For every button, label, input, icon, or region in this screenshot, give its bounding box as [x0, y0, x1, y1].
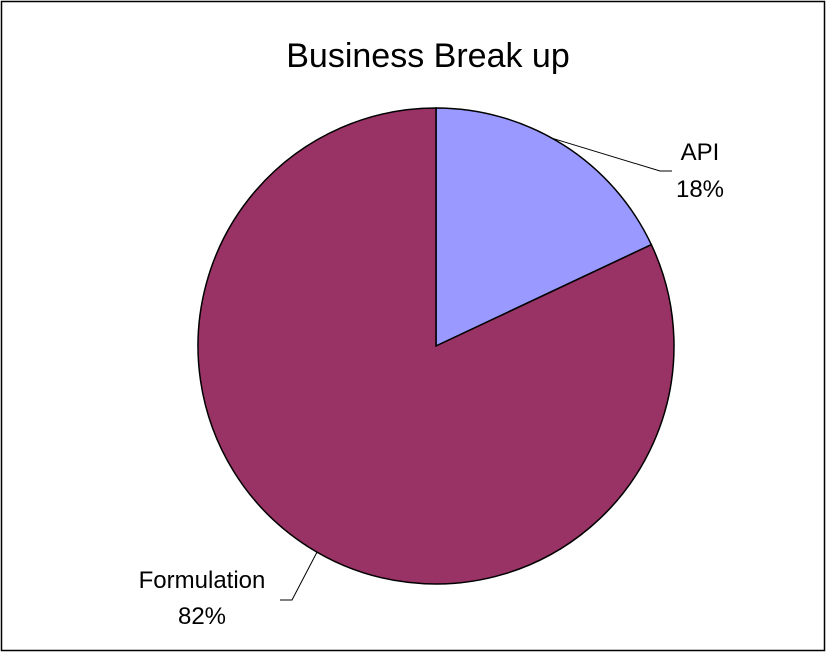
leader-line-formulation — [280, 551, 318, 601]
slice-label-formulation: Formulation — [139, 567, 266, 594]
chart-title: Business Break up — [286, 37, 570, 75]
slices-layer — [197, 107, 675, 585]
slice-label-api: API — [681, 139, 720, 166]
labels-layer: API 18% Formulation 82% — [139, 137, 724, 630]
pie-slice-api — [435, 107, 653, 348]
pie-slice-formulation — [197, 107, 675, 585]
leader-line-api — [551, 137, 672, 172]
slice-value-formulation: 82% — [178, 603, 226, 630]
slice-value-api: 18% — [676, 176, 724, 203]
